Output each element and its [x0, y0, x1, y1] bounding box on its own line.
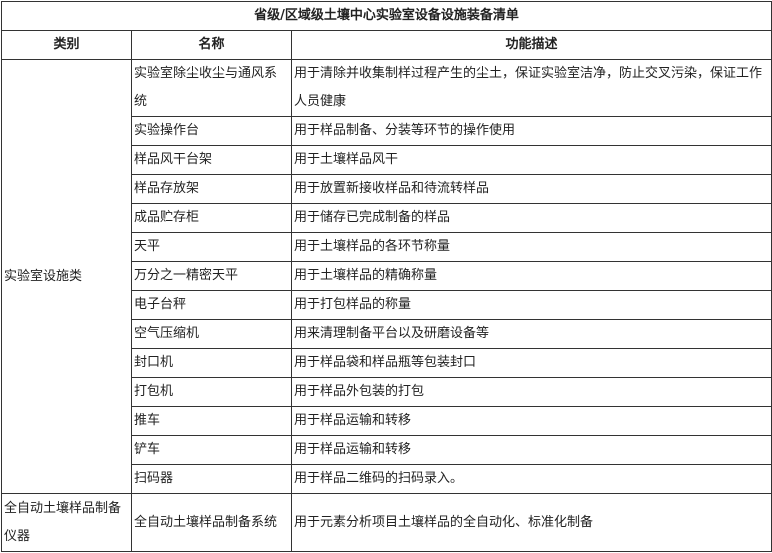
item-name-cell: 样品风干台架	[131, 145, 292, 175]
item-description-cell: 用于样品运输和转移	[290, 435, 772, 465]
item-name-cell: 铲车	[131, 435, 292, 465]
item-description-cell: 用于样品袋和样品瓶等包装封口	[290, 348, 772, 378]
table-row: 扫码器 用于样品二维码的扫码录入。	[2, 464, 772, 494]
table-row: 样品存放架 用于放置新接收样品和待流转样品	[2, 174, 772, 204]
table-row: 铲车 用于样品运输和转移	[2, 435, 772, 465]
item-description-cell: 用于储存已完成制备的样品	[290, 203, 772, 233]
table-row: 实验操作台 用于样品制备、分装等环节的操作使用	[2, 116, 772, 146]
table-row: 空气压缩机 用来清理制备平台以及研磨设备等	[2, 319, 772, 349]
table-row: 全自动土壤样品制备仪器 全自动土壤样品制备系统 用于元素分析项目土壤样品的全自动化、…	[1, 493, 772, 552]
item-description-cell: 用于打包样品的称量	[290, 290, 772, 320]
item-name-cell: 成品贮存柜	[131, 203, 292, 233]
item-description-cell: 用于放置新接收样品和待流转样品	[290, 174, 772, 204]
table-row: 实验室设施类 实验室除尘收尘与通风系统 用于清除并收集制样过程产生的尘土，保证实验室…	[1, 59, 772, 494]
header-category: 类别	[1, 30, 132, 60]
item-description-cell: 用于土壤样品风干	[290, 145, 772, 175]
table-row: 电子台秤 用于打包样品的称量	[2, 290, 772, 320]
category-cell: 全自动土壤样品制备仪器	[1, 493, 132, 552]
table-title-row: 省级/区域级土壤中心实验室设备设施装备清单	[0, 1, 772, 31]
item-name-cell: 实验室除尘收尘与通风系统	[131, 59, 292, 117]
item-name-cell: 样品存放架	[131, 174, 292, 204]
table-row: 打包机 用于样品外包装的打包	[2, 377, 772, 407]
table-body: 实验室设施类 实验室除尘收尘与通风系统 用于清除并收集制样过程产生的尘土，保证实验室…	[1, 59, 772, 552]
table-row: 样品风干台架 用于土壤样品风干	[2, 145, 772, 175]
item-name-cell: 打包机	[131, 377, 292, 407]
table-header-row: 类别 名称 功能描述	[1, 30, 772, 60]
item-description-cell: 用来清理制备平台以及研磨设备等	[290, 319, 772, 349]
item-description-cell: 用于清除并收集制样过程产生的尘土，保证实验室洁净，防止交叉污染，保证工作人员健康	[290, 59, 772, 117]
category-cell: 实验室设施类	[1, 59, 132, 494]
item-description-cell: 用于元素分析项目土壤样品的全自动化、标准化制备	[290, 493, 772, 552]
item-name-cell: 万分之一精密天平	[131, 261, 292, 291]
item-description-cell: 用于土壤样品的各环节称量	[290, 232, 772, 262]
table-title: 省级/区域级土壤中心实验室设备设施装备清单	[0, 1, 772, 31]
item-description-cell: 用于土壤样品的精确称量	[290, 261, 772, 291]
item-name-cell: 实验操作台	[131, 116, 292, 146]
item-description-cell: 用于样品外包装的打包	[290, 377, 772, 407]
item-name-cell: 天平	[131, 232, 292, 262]
item-description-cell: 用于样品制备、分装等环节的操作使用	[290, 116, 772, 146]
item-name-cell: 扫码器	[131, 464, 292, 494]
item-name-cell: 推车	[131, 406, 292, 436]
table-row: 成品贮存柜 用于储存已完成制备的样品	[2, 203, 772, 233]
item-description-cell: 用于样品二维码的扫码录入。	[290, 464, 772, 494]
table-row: 万分之一精密天平 用于土壤样品的精确称量	[2, 261, 772, 291]
item-name-cell: 空气压缩机	[131, 319, 292, 349]
item-name-cell: 全自动土壤样品制备系统	[131, 493, 292, 552]
header-name: 名称	[131, 30, 292, 60]
item-description-cell: 用于样品运输和转移	[290, 406, 772, 436]
header-description: 功能描述	[290, 30, 772, 60]
table-row: 天平 用于土壤样品的各环节称量	[2, 232, 772, 262]
item-name-cell: 电子台秤	[131, 290, 292, 320]
item-name-cell: 封口机	[131, 348, 292, 378]
